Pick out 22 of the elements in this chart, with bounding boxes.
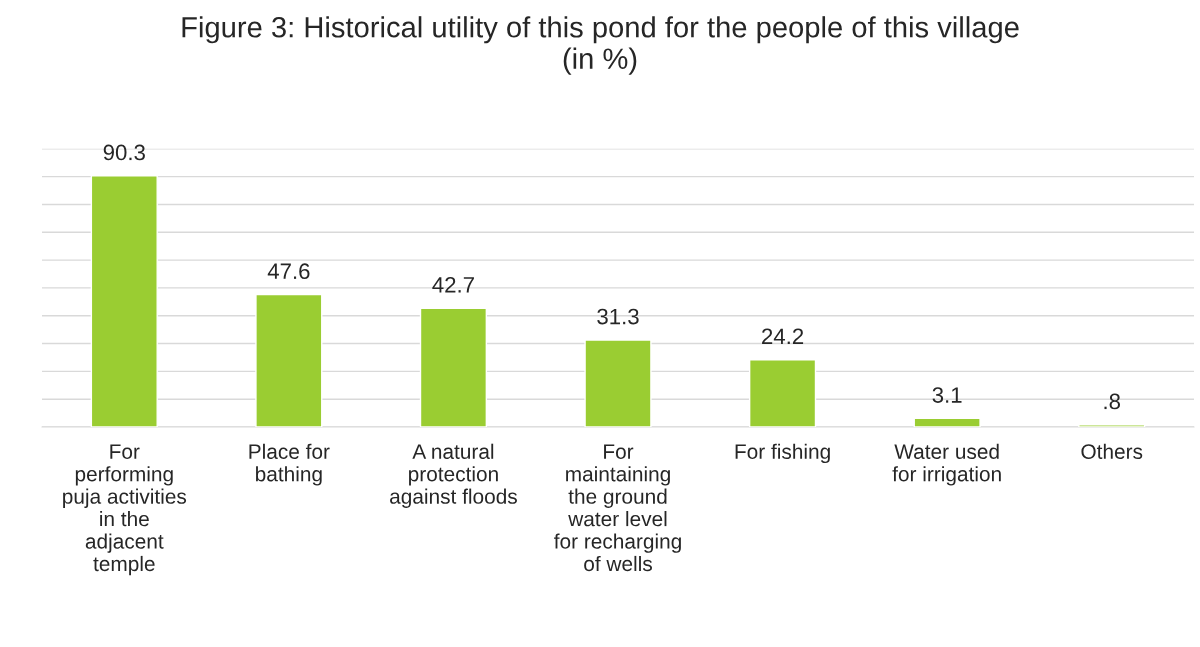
data-label: 24.2 <box>762 328 804 344</box>
bar <box>90 175 158 428</box>
data-label: 47.6 <box>267 263 310 280</box>
data-label: 31.3 <box>597 308 639 325</box>
x-tick-label: For fishing <box>735 443 830 464</box>
bar <box>255 293 323 428</box>
bar <box>584 339 652 428</box>
x-tick-label: A natural protection against floods <box>390 443 517 508</box>
x-tick-label: Water used for irrigation <box>892 443 1001 486</box>
data-label: 42.7 <box>432 276 474 293</box>
bar <box>1078 424 1146 428</box>
x-tick-label: Others <box>1081 443 1143 459</box>
chart-title: Figure 3: Historical utility of this pond for the people of this village (in %) <box>182 16 1019 75</box>
data-label: 90.3 <box>103 144 145 161</box>
data-label: .8 <box>1104 393 1121 410</box>
x-tick-label: For performing puja activities in the adjacent temple <box>63 444 187 576</box>
bar <box>913 417 981 428</box>
bar <box>419 307 488 428</box>
bar <box>748 358 817 428</box>
data-label: 3.1 <box>932 387 962 403</box>
x-tick-label: For maintaining the ground water level for recharging of wells <box>554 444 681 572</box>
x-tick-label: Place for bathing <box>249 443 330 486</box>
